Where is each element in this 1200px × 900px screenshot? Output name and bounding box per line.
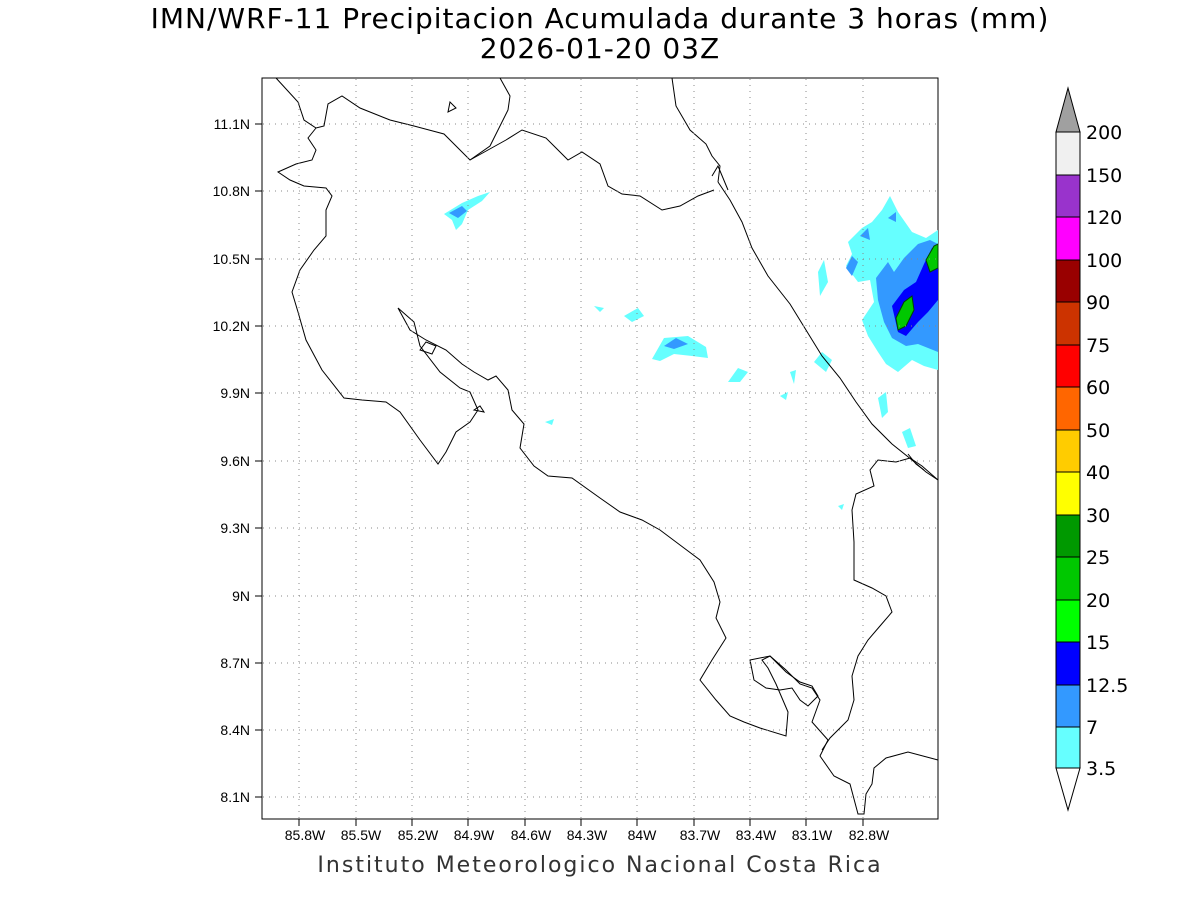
lat-axis-labels: 11.1N 10.8N 10.5N 10.2N 9.9N 9.6N 9.3N 9… bbox=[213, 116, 250, 805]
colorbar-upper-triangle bbox=[1055, 86, 1081, 133]
small-island bbox=[447, 100, 457, 113]
precip-area-central-small-3 bbox=[728, 368, 748, 382]
colorbar-label: 30 bbox=[1086, 505, 1110, 527]
lat-label: 11.1N bbox=[214, 116, 250, 132]
precipitation-overlay bbox=[444, 192, 939, 510]
colorbar-swatch bbox=[1055, 386, 1081, 431]
colorbar-label: 120 bbox=[1086, 207, 1122, 229]
lon-label: 84.3W bbox=[567, 827, 608, 843]
colorbar-swatch bbox=[1055, 514, 1081, 558]
gulf-of-nicoya-inner bbox=[419, 341, 437, 355]
colorbar-label: 100 bbox=[1086, 250, 1122, 272]
precip-area-north-east-core-1 bbox=[895, 295, 915, 331]
coastlines bbox=[275, 77, 939, 815]
lon-label: 84.9W bbox=[454, 827, 495, 843]
precip-area-caribbean-small-2 bbox=[902, 428, 916, 448]
lon-label: 83.7W bbox=[680, 827, 721, 843]
colorbar-label: 12.5 bbox=[1086, 675, 1128, 697]
colorbar-swatch bbox=[1055, 641, 1081, 686]
nicaragua-border bbox=[275, 77, 511, 161]
colorbar-label: 20 bbox=[1086, 590, 1110, 612]
tick-marks bbox=[255, 123, 864, 826]
colorbar-swatch bbox=[1055, 471, 1081, 516]
northwest-coast bbox=[276, 127, 939, 815]
colorbar-swatch bbox=[1055, 259, 1081, 303]
map-frame bbox=[261, 77, 939, 820]
precip-area-central bbox=[652, 336, 708, 361]
precip-area-north-east-mid-2 bbox=[846, 256, 858, 276]
precip-area-north-west-core bbox=[449, 206, 467, 218]
map-subtitle: 2026-01-20 03Z bbox=[479, 32, 721, 65]
precip-area-central-small-1 bbox=[594, 306, 604, 312]
precip-area-north-east-mid-3 bbox=[860, 228, 870, 240]
colorbar-swatch bbox=[1055, 301, 1081, 346]
lon-label: 83.4W bbox=[736, 827, 777, 843]
lon-label: 82.8W bbox=[849, 827, 890, 843]
lat-label: 9N bbox=[232, 588, 250, 604]
precip-area-caribbean-small-3 bbox=[818, 260, 828, 296]
border-land-north bbox=[469, 129, 715, 211]
colorbar-swatch bbox=[1055, 131, 1081, 176]
colorbar-legend: 200 150 120 100 90 75 60 50 40 30 25 20 … bbox=[1055, 86, 1128, 812]
colorbar-swatch bbox=[1055, 216, 1081, 261]
lon-label: 85.8W bbox=[285, 827, 326, 843]
colorbar-label: 75 bbox=[1086, 335, 1110, 357]
colorbar-label: 200 bbox=[1086, 122, 1122, 144]
precip-area-caribbean-small-4 bbox=[780, 392, 788, 400]
precip-area-north-east-mid-4 bbox=[888, 212, 896, 222]
lat-label: 9.3N bbox=[220, 520, 250, 536]
lat-label: 10.5N bbox=[213, 251, 250, 267]
lat-label: 8.7N bbox=[220, 655, 250, 671]
lat-label: 8.4N bbox=[220, 722, 250, 738]
lon-label: 85.5W bbox=[341, 827, 382, 843]
colorbar-label: 150 bbox=[1086, 165, 1122, 187]
graticule bbox=[263, 79, 937, 818]
lat-label: 8.1N bbox=[220, 789, 250, 805]
colorbar-label: 90 bbox=[1086, 292, 1110, 314]
map-title: IMN/WRF-11 Precipitacion Acumulada duran… bbox=[150, 2, 1050, 35]
colorbar-label: 7 bbox=[1086, 717, 1098, 739]
colorbar-label: 40 bbox=[1086, 462, 1110, 484]
colorbar-swatch bbox=[1055, 429, 1081, 473]
precip-area-caribbean-small-1 bbox=[878, 392, 888, 418]
footer-credit: Instituto Meteorologico Nacional Costa R… bbox=[317, 853, 883, 878]
colorbar-swatch bbox=[1055, 344, 1081, 388]
colorbar-swatch bbox=[1055, 174, 1081, 218]
colorbar-label: 50 bbox=[1086, 420, 1110, 442]
colorbar-label: 3.5 bbox=[1086, 758, 1116, 780]
lake-nicaragua-shore bbox=[671, 77, 721, 183]
precip-area-caribbean-small-6 bbox=[790, 370, 796, 384]
lat-label: 10.2N bbox=[213, 318, 250, 334]
precip-area-caribbean-coast bbox=[814, 352, 832, 372]
lon-label: 83.1W bbox=[792, 827, 833, 843]
caribbean-coast bbox=[717, 181, 939, 481]
colorbar-swatch bbox=[1055, 684, 1081, 728]
precip-area-central-small-4 bbox=[545, 419, 554, 425]
colorbar-label: 25 bbox=[1086, 547, 1110, 569]
colorbar-swatch bbox=[1055, 599, 1081, 643]
colorbar-swatch bbox=[1055, 556, 1081, 601]
precip-area-central-small-2 bbox=[624, 308, 644, 322]
lon-label: 85.2W bbox=[398, 827, 439, 843]
lon-axis-labels: 85.8W 85.5W 85.2W 84.9W 84.6W 84.3W 84W … bbox=[285, 827, 890, 843]
lat-label: 9.6N bbox=[220, 453, 250, 469]
colorbar-label: 15 bbox=[1086, 632, 1110, 654]
precip-area-north-east-core-2 bbox=[925, 243, 939, 273]
lat-label: 10.8N bbox=[213, 183, 250, 199]
colorbar-label: 60 bbox=[1086, 377, 1110, 399]
colorbar-swatch bbox=[1055, 726, 1081, 769]
nicoya-island bbox=[472, 405, 486, 413]
precip-area-caribbean-small-5 bbox=[838, 504, 844, 510]
panama-caribbean bbox=[907, 453, 925, 471]
river-san-juan bbox=[711, 164, 729, 191]
osa-peninsula bbox=[749, 655, 819, 707]
lon-label: 84W bbox=[628, 827, 658, 843]
colorbar-lower-triangle bbox=[1055, 767, 1081, 812]
lat-label: 9.9N bbox=[220, 385, 250, 401]
precip-area-central-core bbox=[664, 338, 688, 349]
lon-label: 84.6W bbox=[511, 827, 552, 843]
